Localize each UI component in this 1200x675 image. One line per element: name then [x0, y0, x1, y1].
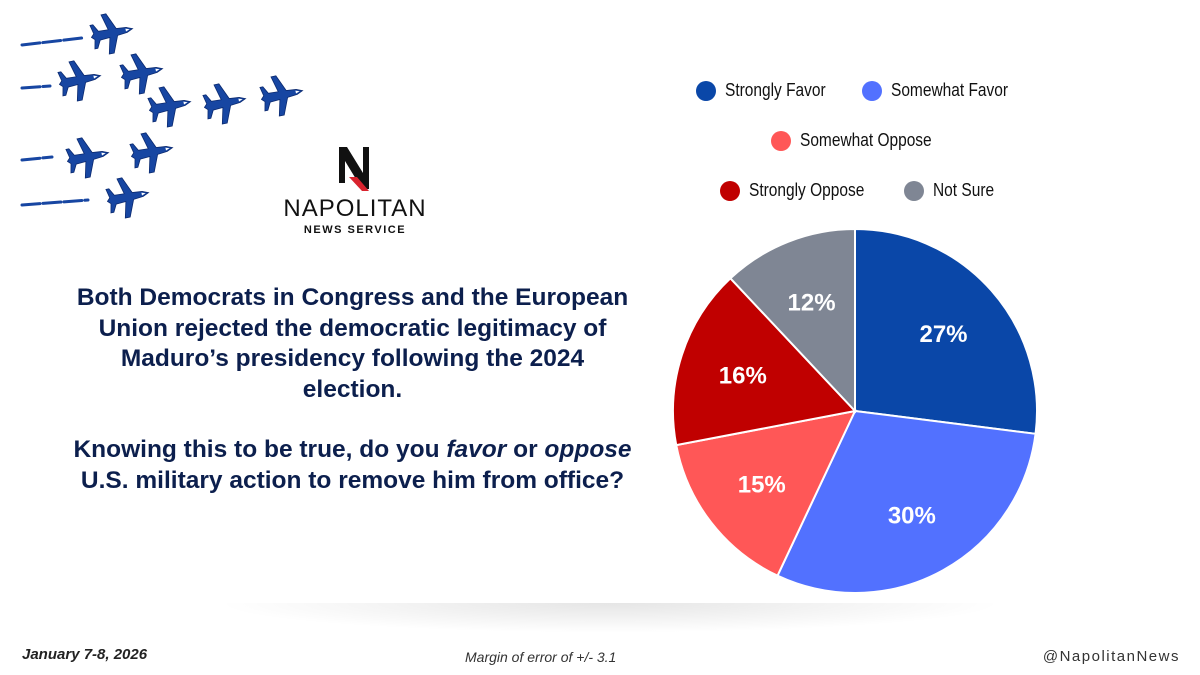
- legend-row: Somewhat Oppose: [640, 130, 1070, 151]
- social-handle: @NapolitanNews: [1042, 648, 1180, 665]
- legend-label: Not Sure: [932, 180, 994, 200]
- prompt-emphasis-oppose: oppose: [544, 436, 632, 463]
- prompt-emphasis-favor: favor: [446, 436, 507, 463]
- legend-row: Strongly Oppose Not Sure: [640, 180, 1070, 201]
- pie-chart: 27% 30% 15% 16% 12%: [672, 227, 1038, 594]
- pie-data-label: 12%: [788, 289, 836, 316]
- pie-slice-somewhat-oppose: [675, 409, 857, 578]
- prompt-text: or: [506, 436, 545, 463]
- chart-shadow: [215, 603, 1005, 633]
- fighter-jet-icon: [54, 55, 106, 105]
- brand-name: NAPOLITAN: [283, 195, 427, 222]
- legend-swatch: [720, 180, 741, 201]
- legend-label: Somewhat Favor: [891, 80, 1009, 100]
- survey-date: January 7-8, 2026: [22, 646, 148, 663]
- pie-slice-somewhat-favor: [776, 409, 1037, 594]
- legend-label: Somewhat Oppose: [799, 130, 932, 150]
- jet-trail: [20, 198, 90, 207]
- legend-swatch: [903, 180, 924, 201]
- fighter-jet-icon: [86, 8, 138, 58]
- brand-subtitle: NEWS SERVICE: [303, 224, 407, 236]
- margin-of-error: Margin of error of +/- 3.1: [465, 649, 617, 665]
- legend-row: Strongly Favor Somewhat Favor: [640, 80, 1070, 101]
- survey-question: Both Democrats in Congress and the Europ…: [70, 283, 635, 496]
- prompt-text: U.S. military action to remove him from …: [80, 466, 625, 494]
- question-prompt: Knowing this to be true, do you favor or…: [70, 435, 635, 496]
- pie-data-label: 15%: [738, 471, 786, 498]
- jet-trail: [20, 84, 52, 90]
- fighter-jet-icon: [116, 48, 168, 98]
- fighter-jet-icon: [144, 81, 196, 131]
- pie-slice-strongly-favor: [854, 227, 1038, 435]
- fighter-jet-icon: [199, 78, 251, 128]
- brand-logo: NAPOLITAN NEWS SERVICE: [270, 143, 440, 243]
- fighter-jet-icon: [62, 132, 114, 182]
- fighter-jet-icon: [126, 127, 178, 177]
- fighter-jet-icon: [256, 70, 308, 120]
- pie-slice-strongly-oppose: [672, 276, 857, 447]
- legend-item-somewhat-oppose: Somewhat Oppose: [770, 130, 939, 151]
- legend-label: Strongly Favor: [725, 80, 827, 100]
- pie-data-label: 30%: [888, 502, 936, 529]
- legend-label: Strongly Oppose: [749, 180, 865, 200]
- jets-decoration: [20, 8, 308, 222]
- chart-legend: Strongly Favor Somewhat Favor Somewhat O…: [640, 72, 1070, 212]
- pie-slice-not-sure: [728, 227, 856, 414]
- legend-item-strongly-oppose: Strongly Oppose: [720, 180, 869, 201]
- napolitan-n-icon: [339, 147, 369, 191]
- legend-item-strongly-favor: Strongly Favor: [696, 80, 828, 101]
- jet-trail: [20, 155, 54, 162]
- jet-trail: [20, 36, 84, 47]
- pie-data-label: 16%: [719, 363, 767, 390]
- legend-item-not-sure: Not Sure: [903, 180, 994, 201]
- legend-swatch: [862, 80, 883, 101]
- pie-data-label: 27%: [919, 321, 967, 348]
- prompt-text: Knowing this to be true, do you: [73, 436, 447, 463]
- fighter-jet-icon: [102, 172, 154, 222]
- legend-swatch: [770, 130, 791, 151]
- question-context: Both Democrats in Congress and the Europ…: [76, 284, 629, 403]
- legend-swatch: [696, 80, 717, 101]
- legend-item-somewhat-favor: Somewhat Favor: [862, 80, 1013, 101]
